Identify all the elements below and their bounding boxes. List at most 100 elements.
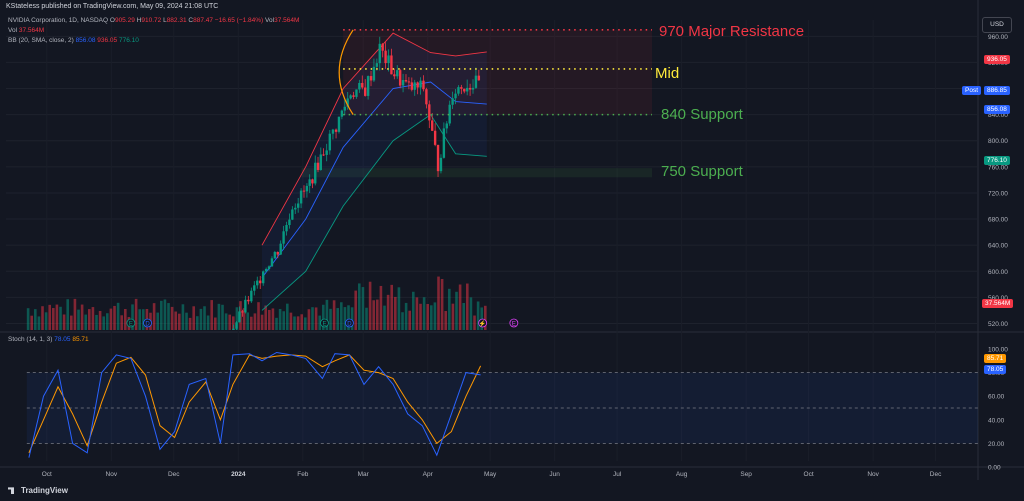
volume-bar <box>358 283 361 330</box>
volume-bar <box>408 310 412 330</box>
volume-bar <box>196 316 199 330</box>
volume-bar <box>131 304 134 330</box>
candle-body <box>262 277 265 284</box>
candle-body <box>363 87 367 96</box>
post-label-tag: Post <box>962 86 982 95</box>
volume-bar <box>484 305 487 330</box>
price-tick-label: 840.00 <box>988 112 1008 119</box>
candle-body <box>273 251 277 259</box>
candle-body <box>316 162 320 170</box>
candle-body <box>325 150 328 155</box>
volume-bar <box>476 301 480 330</box>
volume-bar <box>440 279 444 330</box>
volume-bar <box>336 308 340 330</box>
candle-body <box>314 162 317 184</box>
time-tick-label: Nov <box>867 471 879 478</box>
candle-body <box>378 43 381 64</box>
candle-body <box>337 116 341 132</box>
candle-body <box>250 290 253 302</box>
volume-bar <box>232 316 235 330</box>
stoch-tick-label: 0.00 <box>988 465 1001 472</box>
time-tick-label: Oct <box>42 471 52 478</box>
volume-bar <box>286 303 289 330</box>
stoch-k-line <box>28 351 481 458</box>
stoch-tick-label: 100.00 <box>988 347 1008 354</box>
level-lines <box>338 28 652 116</box>
time-tick-label: Apr <box>423 471 434 478</box>
support-750-label: 750 Support <box>661 163 743 180</box>
volume-bar <box>314 307 318 330</box>
bb-upper-tag: 936.05 <box>984 55 1010 64</box>
volume-bar <box>332 300 336 330</box>
volume-bar <box>437 276 440 330</box>
candle-body <box>439 157 443 172</box>
candle-body <box>259 280 262 284</box>
candle-body <box>291 209 294 220</box>
candle-body <box>465 87 469 92</box>
time-tick-label: Dec <box>168 471 180 478</box>
volume-bar <box>203 306 206 330</box>
tradingview-icon <box>8 487 14 495</box>
volume-bar <box>329 308 332 330</box>
candle-body <box>451 98 454 105</box>
volume-bar <box>300 314 304 330</box>
candle-body <box>428 104 431 121</box>
volume-bar <box>178 313 181 330</box>
volume-bar <box>59 306 62 330</box>
volume-bar <box>350 307 354 330</box>
candle-body <box>270 258 274 267</box>
candle-body <box>256 280 259 286</box>
candle-body <box>319 154 322 170</box>
volume-bar <box>206 315 210 330</box>
candle-body <box>393 74 396 77</box>
bb-upper-value: 936.05 <box>97 37 118 44</box>
candle-body <box>375 63 379 67</box>
candle-body <box>331 129 335 134</box>
high-value: 910.72 <box>141 17 162 24</box>
volume-bar <box>37 316 41 330</box>
candle-body <box>276 251 279 255</box>
bb-upper-line <box>261 32 487 246</box>
vol-inline-label: Vol <box>265 17 275 24</box>
volume-bar <box>52 308 55 330</box>
stoch-k-value: 78.05 <box>54 336 71 343</box>
volume-bar <box>242 308 246 330</box>
volume-bar <box>275 317 278 330</box>
volume-bar <box>120 315 124 330</box>
event-marker-label: D <box>145 322 150 328</box>
candle-body <box>232 328 235 330</box>
candle-body <box>305 185 309 192</box>
volume-bar <box>433 302 437 330</box>
bb-lower-line <box>261 113 487 311</box>
volume-bar <box>304 317 307 330</box>
volume-bar <box>138 309 142 330</box>
candle-body <box>346 98 349 107</box>
price-tick-label: 960.00 <box>988 34 1008 41</box>
tradingview-logo: TradingView <box>8 486 68 495</box>
vol-inline-value: 37.564M <box>274 17 300 24</box>
candle-body <box>401 80 405 86</box>
candle-body <box>352 95 355 97</box>
volume-bar <box>199 308 203 330</box>
volume-bar <box>422 297 426 330</box>
candle-body <box>311 179 314 184</box>
price-tick-label: 800.00 <box>988 138 1008 145</box>
volume-bar <box>458 284 462 330</box>
volume-bar <box>188 317 192 330</box>
candle-body <box>431 120 434 131</box>
price-tick-label: 720.00 <box>988 190 1008 197</box>
candle-body <box>410 82 414 90</box>
candle-body <box>235 322 238 329</box>
candle-body <box>349 95 352 99</box>
price-tick-label: 560.00 <box>988 295 1008 302</box>
volume-bar <box>214 317 217 330</box>
close-value: 887.47 <box>193 17 213 24</box>
candle-body <box>468 87 472 90</box>
volume-bar <box>347 305 350 330</box>
volume-bar <box>142 309 145 330</box>
volume-bar <box>268 309 271 330</box>
candle-body <box>477 75 481 81</box>
candle-body <box>244 299 247 313</box>
currency-button[interactable]: USD <box>982 17 1012 33</box>
